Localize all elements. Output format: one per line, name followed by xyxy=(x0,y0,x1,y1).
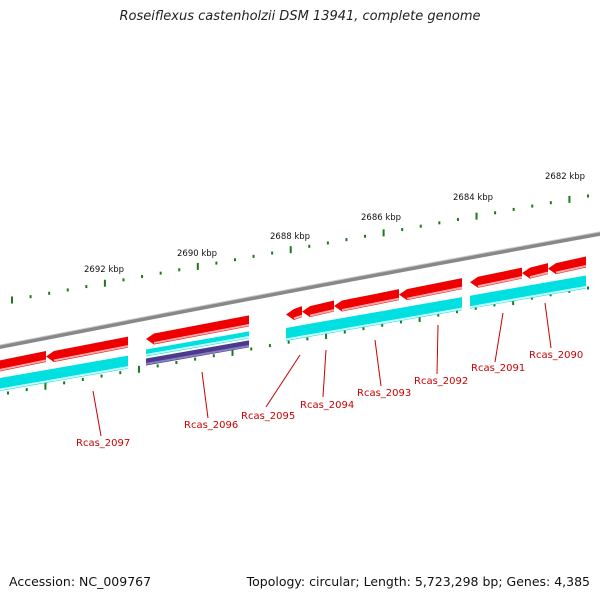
gene-label-rcas-2096: Rcas_2096 xyxy=(184,420,238,431)
kbp-label-2686: 2686 kbp xyxy=(361,213,401,223)
gene-box-rcas-2091-shine xyxy=(469,297,523,309)
cds-arrow-rcas-2091-shine xyxy=(477,276,523,288)
label-leader-lines xyxy=(92,302,552,437)
gene-label-rcas-2094: Rcas_2094 xyxy=(300,400,354,411)
gene-box-rcas-2097a xyxy=(0,369,46,392)
leader-line xyxy=(265,354,301,408)
genome-summary-text: Topology: circular; Length: 5,723,298 bp… xyxy=(246,574,590,589)
gene-box-rcas-2092-shine xyxy=(398,307,463,321)
inner-tick-marks xyxy=(7,286,589,395)
gene-box-rcas-2090 xyxy=(548,275,586,296)
cds-arrow-rcas-2092-shine xyxy=(406,286,463,300)
cds-arrow-rcas-2094 xyxy=(302,300,334,318)
kbp-label-2684: 2684 kbp xyxy=(453,193,493,203)
gene-box-rcas-2090-shine xyxy=(547,285,587,295)
backbone-line xyxy=(0,231,600,350)
gene-label-rcas-2091: Rcas_2091 xyxy=(471,363,525,374)
kbp-label-2690: 2690 kbp xyxy=(177,249,217,259)
kbp-label-2682: 2682 kbp xyxy=(545,172,585,182)
leader-line xyxy=(544,302,552,349)
cds-arrow-rcas-2097 xyxy=(46,336,128,362)
leader-line xyxy=(92,390,102,437)
gene-label-rcas-2095: Rcas_2095 xyxy=(241,411,295,422)
genome-backbone xyxy=(0,231,600,350)
cds-arrow-rcas-2094-shine xyxy=(309,309,335,317)
gene-label-rcas-2097: Rcas_2097 xyxy=(76,438,130,449)
gene-box-rcas-2094-shine xyxy=(301,330,335,338)
gene-box-rcas-2090b-shine xyxy=(521,292,549,300)
cds-arrow-rcas-2096-shine xyxy=(153,323,250,344)
map-title: Roseiflexus castenholzii DSM 13941, comp… xyxy=(119,9,481,24)
cds-arrow-rcas-2093 xyxy=(334,289,399,312)
accession-text: Accession: NC_009767 xyxy=(9,574,152,589)
gene-box-rcas-2095-shine xyxy=(285,335,303,341)
leader-line xyxy=(201,371,209,419)
gene-label-rcas-2090: Rcas_2090 xyxy=(529,350,583,361)
leader-line xyxy=(374,339,382,387)
cds-arrow-rcas-2095-shine xyxy=(293,314,303,320)
gene-box-rcas-2097 xyxy=(46,355,128,383)
cds-arrow-rcas-2090 xyxy=(548,256,586,275)
cds-arrow-rcas-2092 xyxy=(399,278,462,301)
cds-arrow-rcas-2090-shine xyxy=(555,264,587,274)
gene-box-rcas-2097a-shine xyxy=(0,380,47,391)
gene-label-rcas-2092: Rcas_2092 xyxy=(414,376,468,387)
cds-arrow-rcas-2097a-shine xyxy=(0,359,47,371)
cds-arrow-rcas-2096 xyxy=(146,315,249,345)
cds-arrow-rcas-2097a xyxy=(0,350,46,372)
gene-box-rcas-2093 xyxy=(334,308,399,333)
leader-line xyxy=(322,349,327,398)
leader-line xyxy=(494,312,504,363)
kbp-label-2688: 2688 kbp xyxy=(270,232,310,242)
cds-arrow-rcas-2097-shine xyxy=(53,345,129,362)
feature-track xyxy=(0,256,587,392)
gene-box-rcas-2093-shine xyxy=(333,318,400,333)
cds-arrow-rcas-2091 xyxy=(470,267,522,288)
gene-box-rcas-2096-shine xyxy=(145,335,250,356)
gene-label-rcas-2093: Rcas_2093 xyxy=(357,388,411,399)
gene-box-rcas-2097-shine xyxy=(45,366,129,383)
gene-box-rcas-2092 xyxy=(399,297,462,322)
cds-arrow-rcas-2093-shine xyxy=(341,297,400,312)
gene-box-alt-rcas-2096-shine xyxy=(145,344,250,365)
gene-box-rcas-2091 xyxy=(470,286,522,309)
leader-line xyxy=(436,324,439,375)
outer-tick-marks xyxy=(11,194,589,304)
backbone-highlight xyxy=(0,231,600,346)
kbp-label-2692: 2692 kbp xyxy=(84,265,124,275)
cds-arrow-rcas-2090b-shine xyxy=(529,271,549,279)
gene-box-rcas-2094 xyxy=(302,319,334,339)
